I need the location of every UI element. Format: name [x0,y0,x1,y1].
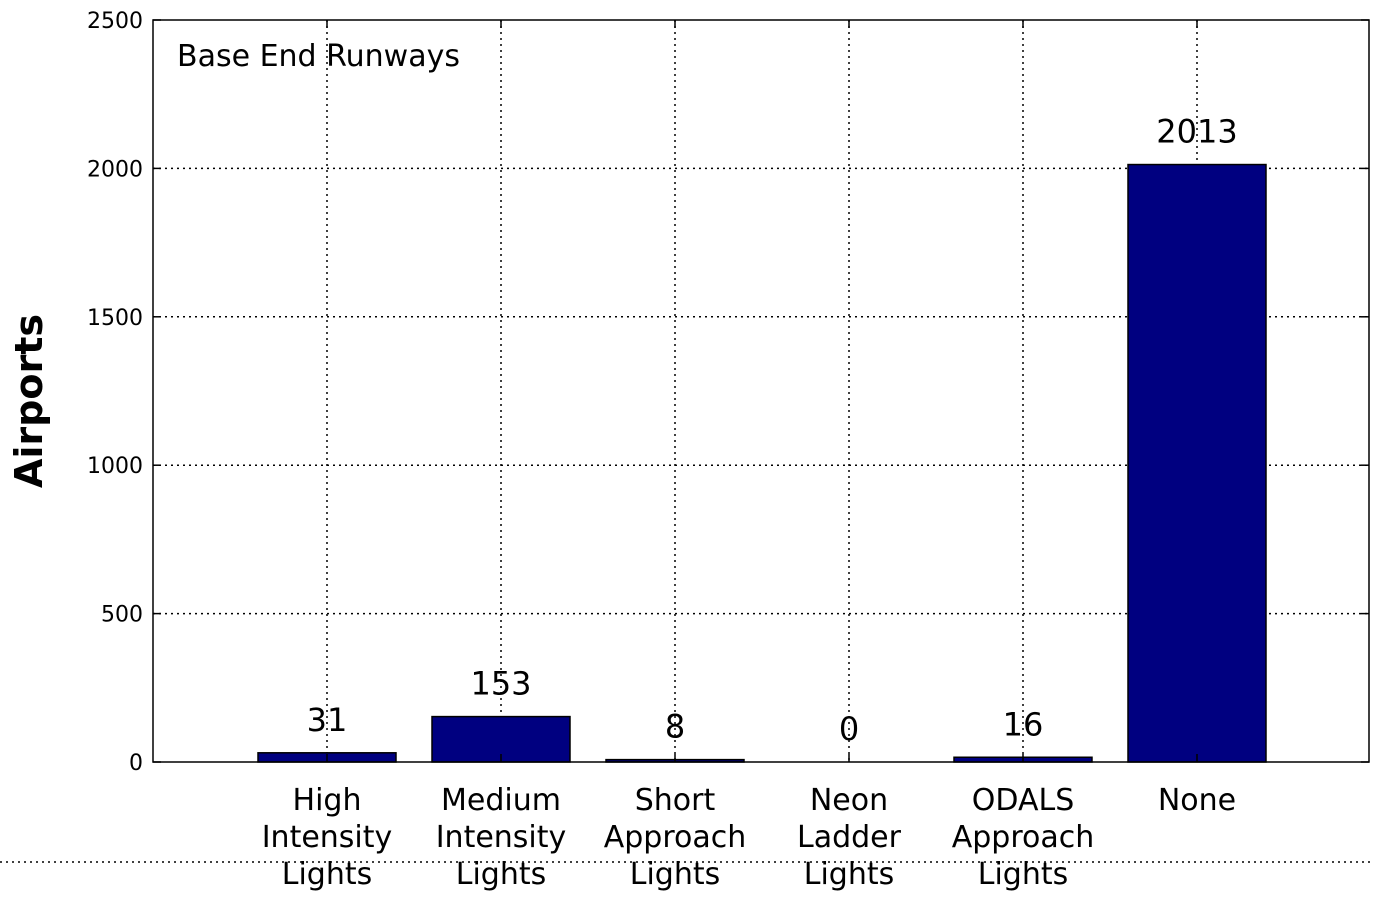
x-category-label: Lights [804,857,895,892]
annotation-base-end-runways: Base End Runways [177,39,460,74]
x-category-label: Neon [810,783,888,818]
bar-value-label: 2013 [1156,113,1237,151]
x-category-label: Lights [630,857,721,892]
y-axis-label: Airports [7,314,51,488]
plot-frame [152,19,1370,763]
x-category-label: Approach [604,820,747,855]
x-axis-category-labels: HighIntensityLightsMediumIntensityLights… [262,783,1236,892]
x-category-label: Short [635,783,716,818]
x-category-label: Approach [952,820,1095,855]
x-category-label: None [1158,783,1236,818]
x-category-label: Lights [978,857,1069,892]
y-tick-label: 2500 [87,9,143,34]
bar-value-label: 8 [665,708,685,746]
y-tick-label: 0 [129,751,143,776]
x-category-label: Medium [441,783,561,818]
bar-none [1127,163,1267,763]
x-category-label: Lights [456,857,547,892]
bar-value-label: 31 [307,701,348,739]
x-category-label: Lights [282,857,373,892]
bar-value-labels: 31 153 8 0 16 2013 [307,113,1238,748]
y-axis-ticks: 0 500 1000 1500 2000 2500 [87,9,1369,776]
bar-value-label: 153 [470,665,531,703]
x-category-label: Ladder [797,820,902,855]
bar-value-label: 0 [839,710,859,748]
y-tick-label: 2000 [87,157,143,182]
bars [257,163,1267,763]
y-tick-label: 500 [101,603,143,628]
x-category-label: ODALS [972,783,1074,818]
x-category-label: Intensity [436,820,567,855]
y-tick-label: 1000 [87,454,143,479]
y-tick-label: 1500 [87,306,143,331]
bar-value-label: 16 [1003,705,1044,743]
x-category-label: Intensity [262,820,393,855]
x-category-label: High [293,783,362,818]
